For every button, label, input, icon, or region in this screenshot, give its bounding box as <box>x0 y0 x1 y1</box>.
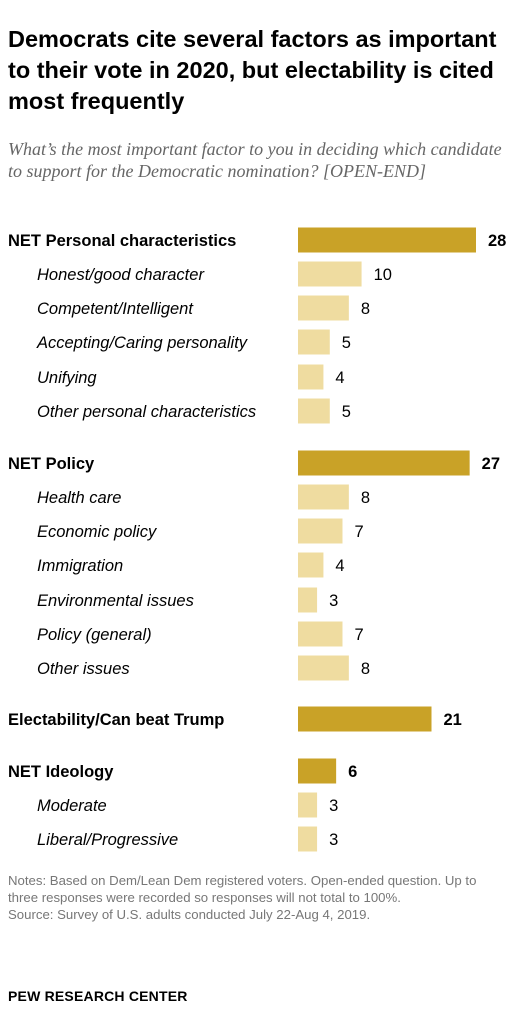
value-label: 10 <box>374 266 392 284</box>
category-label: Competent/Intelligent <box>37 300 194 318</box>
value-label: 4 <box>335 369 344 387</box>
sub-bar <box>298 484 349 510</box>
value-label: 3 <box>329 797 338 815</box>
notes-text: Notes: Based on Dem/Lean Dem registered … <box>8 873 477 905</box>
net-bar <box>298 450 470 476</box>
category-label: Accepting/Caring personality <box>36 334 249 352</box>
category-label: Honest/good character <box>37 266 205 284</box>
sub-bar <box>298 518 343 544</box>
value-label: 5 <box>342 403 351 421</box>
value-label: 7 <box>355 626 364 644</box>
category-label: NET Policy <box>8 455 95 473</box>
value-label: 8 <box>361 300 370 318</box>
sub-bar <box>298 295 349 321</box>
notes-block: Notes: Based on Dem/Lean Dem registered … <box>8 872 508 923</box>
chart-title: Democrats cite several factors as import… <box>8 26 497 114</box>
category-label: Economic policy <box>37 523 158 541</box>
sub-bar <box>298 364 324 390</box>
value-label: 21 <box>444 711 462 729</box>
sub-bar <box>298 398 330 424</box>
chart-subtitle: What’s the most important factor to you … <box>8 139 502 181</box>
value-label: 8 <box>361 489 370 507</box>
category-label: Policy (general) <box>37 626 152 644</box>
value-label: 4 <box>335 557 344 575</box>
value-label: 7 <box>355 523 364 541</box>
value-label: 8 <box>361 660 370 678</box>
category-label: NET Ideology <box>8 763 114 781</box>
sub-bar <box>298 552 324 578</box>
value-label: 5 <box>342 334 351 352</box>
value-label: 3 <box>329 592 338 610</box>
category-label: Unifying <box>37 369 97 387</box>
sub-bar <box>298 792 318 818</box>
net-bar <box>298 758 337 784</box>
sub-bar <box>298 621 343 647</box>
category-label: NET Personal characteristics <box>8 232 236 250</box>
category-label: Health care <box>37 489 121 507</box>
net-bar <box>298 706 432 732</box>
sub-bar <box>298 261 362 287</box>
category-label: Immigration <box>37 557 123 575</box>
sub-bar <box>298 655 349 681</box>
category-label: Electability/Can beat Trump <box>8 711 224 729</box>
sub-bar <box>298 587 318 613</box>
net-bar <box>298 227 476 253</box>
category-label: Other personal characteristics <box>37 403 256 421</box>
category-label: Environmental issues <box>37 592 194 610</box>
category-label: Moderate <box>37 797 107 815</box>
value-label: 3 <box>329 831 338 849</box>
value-label: 28 <box>488 232 506 250</box>
source-text: Source: Survey of U.S. adults conducted … <box>8 907 371 922</box>
category-label: Other issues <box>37 660 130 678</box>
sub-bar <box>298 329 330 355</box>
bar-chart: NET Personal characteristics 28 Honest/goo… <box>8 227 506 852</box>
org-footer: PEW RESEARCH CENTER <box>8 988 188 1004</box>
value-label: 6 <box>348 763 357 781</box>
sub-bar <box>298 826 318 852</box>
category-label: Liberal/Progressive <box>37 831 178 849</box>
value-label: 27 <box>482 455 500 473</box>
